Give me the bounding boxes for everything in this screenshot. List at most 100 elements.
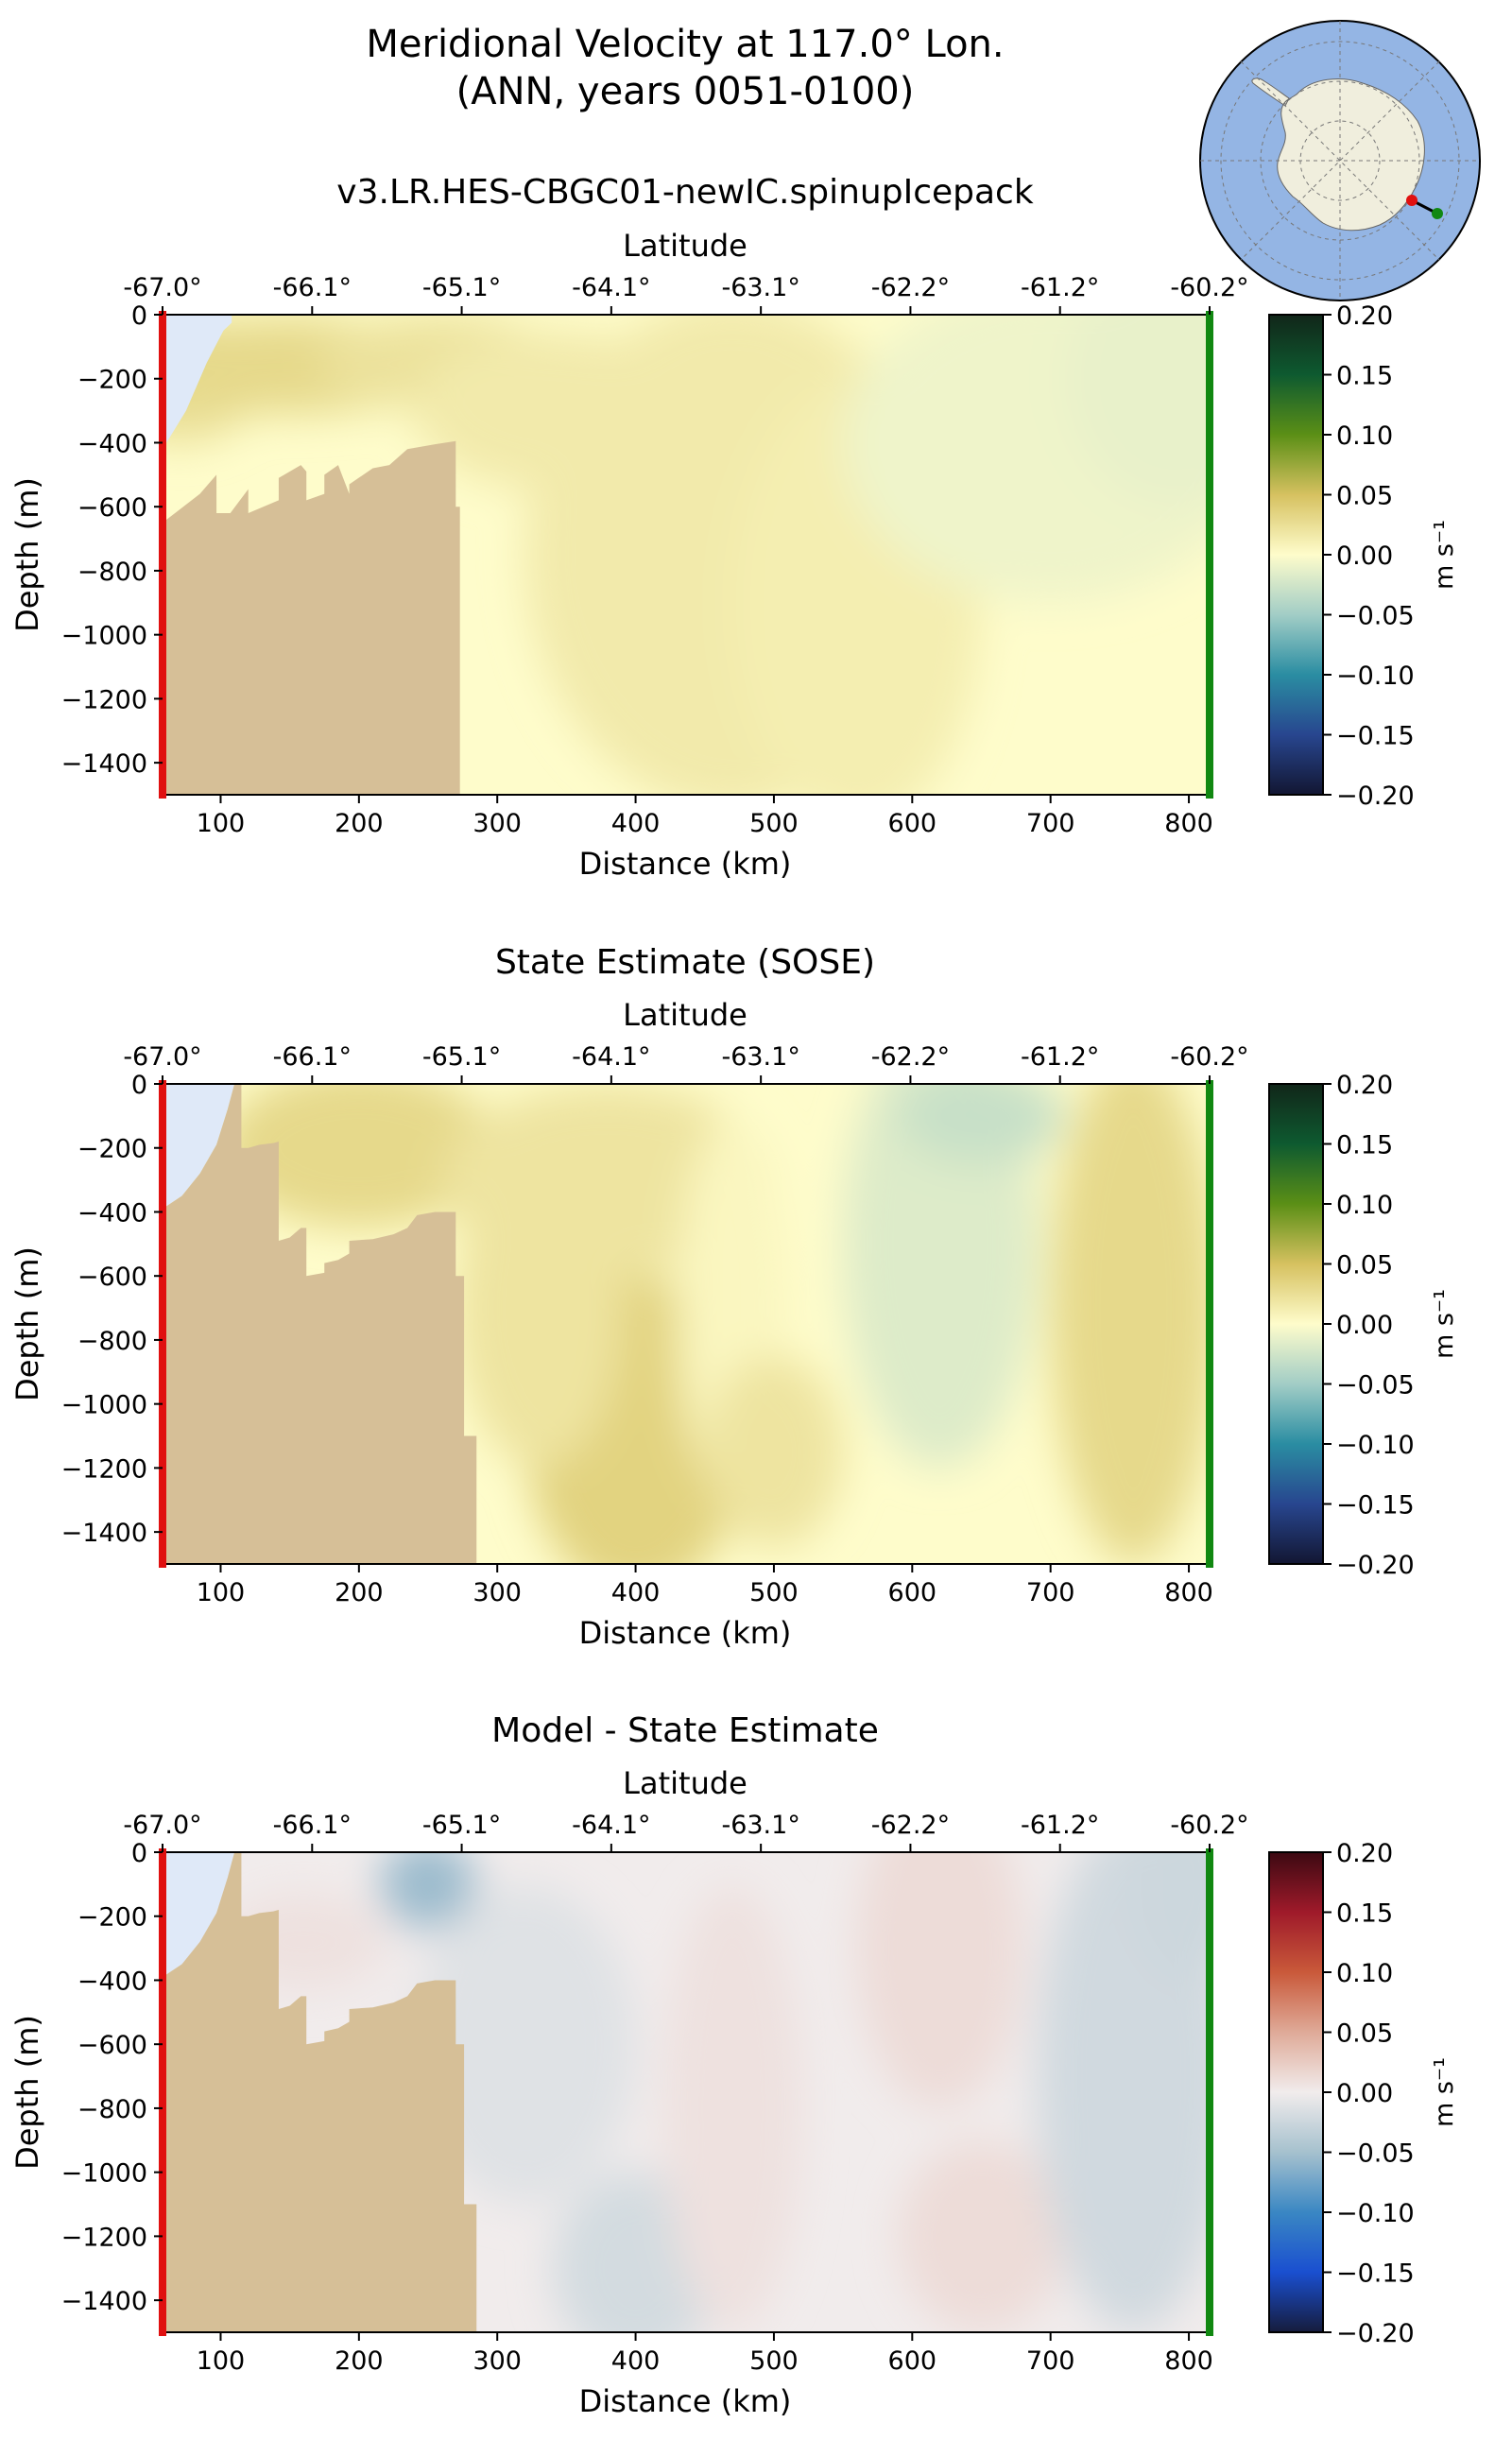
figure-title-line2: (ANN, years 0051-0100) [456,70,915,113]
x-tick-label: 200 [335,809,384,838]
y-tick-label: −200 [77,1135,147,1164]
colorbar-tick-label: −0.15 [1336,722,1415,751]
lat-tick-label: -60.2° [1170,1811,1248,1840]
lat-tick-label: -67.0° [123,273,201,302]
colorbar-tick-label: −0.20 [1336,1551,1415,1580]
transect-start-marker [159,1080,166,1568]
colorbar [1268,1083,1324,1565]
inset-polar-map [1199,20,1481,301]
y-tick-label: 0 [131,301,147,331]
x-tick-label: 700 [1026,2346,1075,2376]
latitude-axis-label: Latitude [623,997,747,1033]
colorbar-label: m s⁻¹ [1430,520,1459,590]
y-tick-label: −200 [77,1903,147,1933]
velocity-anomaly-8 [843,1084,1038,1469]
seafloor-bathymetry [163,1084,477,1564]
colorbar-tick-label: 0.00 [1336,1311,1393,1340]
y-tick-label: −1400 [61,2287,147,2316]
lat-tick-label: -62.2° [871,1042,950,1072]
colorbar-tick-label: 0.05 [1336,482,1393,511]
x-tick-label: 100 [197,809,246,838]
transect-end-marker [1206,1848,1213,2336]
seafloor-bathymetry [163,1852,477,2332]
colorbar-tick-label: 0.15 [1336,1131,1393,1160]
panel-title: v3.LR.HES-CBGC01-newIC.spinupIcepack [336,173,1034,212]
colorbar-tick-label: 0.10 [1336,421,1393,451]
lat-tick-label: -67.0° [123,1042,201,1072]
heatmap-area [163,315,1210,795]
y-tick-label: −1200 [61,685,147,714]
colorbar-tick-label: 0.20 [1336,1839,1393,1868]
x-tick-label: 800 [1164,1578,1213,1607]
x-tick-label: 300 [472,2346,522,2376]
colorbar-tick-label: −0.05 [1336,1371,1415,1400]
y-axis-label: Depth (m) [9,2015,45,2170]
x-tick-label: 400 [611,809,661,838]
lat-tick-label: -66.1° [273,273,352,302]
colorbar [1268,1851,1324,2333]
heatmap-area [163,1852,1210,2332]
lat-tick-label: -65.1° [422,273,501,302]
transect-start-marker [159,311,166,799]
colorbar-tick-label: −0.20 [1336,2319,1415,2348]
colorbar-tick-label: 0.05 [1336,1251,1393,1280]
panel-title: State Estimate (SOSE) [495,943,875,982]
y-tick-label: −800 [77,558,147,587]
x-tick-label: 300 [472,809,522,838]
inset-transect-start [1406,195,1418,206]
colorbar-tick-label: 0.05 [1336,2019,1393,2049]
velocity-anomaly-6 [856,1852,1023,2108]
transect-end-marker [1206,1080,1213,1568]
lat-tick-label: -65.1° [422,1042,501,1072]
y-tick-label: −1000 [61,1391,147,1420]
velocity-anomaly-5 [662,1883,802,2332]
x-axis-label: Distance (km) [579,846,792,882]
y-tick-label: −1000 [61,622,147,651]
lat-tick-label: -66.1° [273,1042,352,1072]
y-tick-label: −400 [77,429,147,458]
colorbar-tick-label: −0.15 [1336,1491,1415,1521]
y-tick-label: −600 [77,2031,147,2060]
y-tick-label: 0 [131,1071,147,1100]
colorbar-label: m s⁻¹ [1430,1289,1459,1359]
x-tick-label: 200 [335,1578,384,1607]
ice-shelf [163,1852,235,1978]
x-tick-label: 500 [749,1578,799,1607]
y-tick-label: −1200 [61,2223,147,2252]
y-tick-label: −600 [77,1263,147,1292]
x-tick-label: 500 [749,2346,799,2376]
lat-tick-label: -63.1° [721,273,799,302]
transect-start-marker [159,1848,166,2336]
y-tick-label: −1000 [61,2159,147,2189]
lat-tick-label: -62.2° [871,273,950,302]
lat-tick-label: -60.2° [1170,273,1248,302]
panel-title: Model - State Estimate [491,1711,879,1750]
y-tick-label: −1400 [61,1519,147,1548]
colorbar-label: m s⁻¹ [1430,2057,1459,2127]
colorbar-tick-label: −0.10 [1336,1431,1415,1460]
panel-3: Model - State Estimate 100 200 300 400 500 600… [9,1711,1459,2419]
velocity-anomaly-5 [455,1147,622,1469]
lat-tick-label: -66.1° [273,1811,352,1840]
colorbar [1268,314,1324,796]
y-tick-label: 0 [131,1839,147,1868]
lat-tick-label: -62.2° [871,1811,950,1840]
velocity-anomaly-1 [379,1852,477,1930]
x-tick-label: 200 [335,2346,384,2376]
lat-tick-label: -61.2° [1021,1042,1099,1072]
colorbar-tick-label: −0.05 [1336,602,1415,631]
x-tick-label: 100 [197,1578,246,1607]
colorbar-tick-label: −0.20 [1336,782,1415,811]
x-tick-label: 700 [1026,809,1075,838]
velocity-anomaly-8 [1064,315,1210,507]
colorbar-tick-label: −0.10 [1336,662,1415,691]
lat-tick-label: -61.2° [1021,1811,1099,1840]
heatmap-area [163,1084,1210,1564]
colorbar-tick-label: −0.10 [1336,2199,1415,2228]
lat-tick-label: -67.0° [123,1811,201,1840]
lat-tick-label: -63.1° [721,1042,799,1072]
panel-2: State Estimate (SOSE) 100 200 300 400 500 600 7… [9,943,1459,1651]
colorbar-tick-label: 0.00 [1336,541,1393,571]
colorbar-tick-label: 0.10 [1336,1191,1393,1220]
